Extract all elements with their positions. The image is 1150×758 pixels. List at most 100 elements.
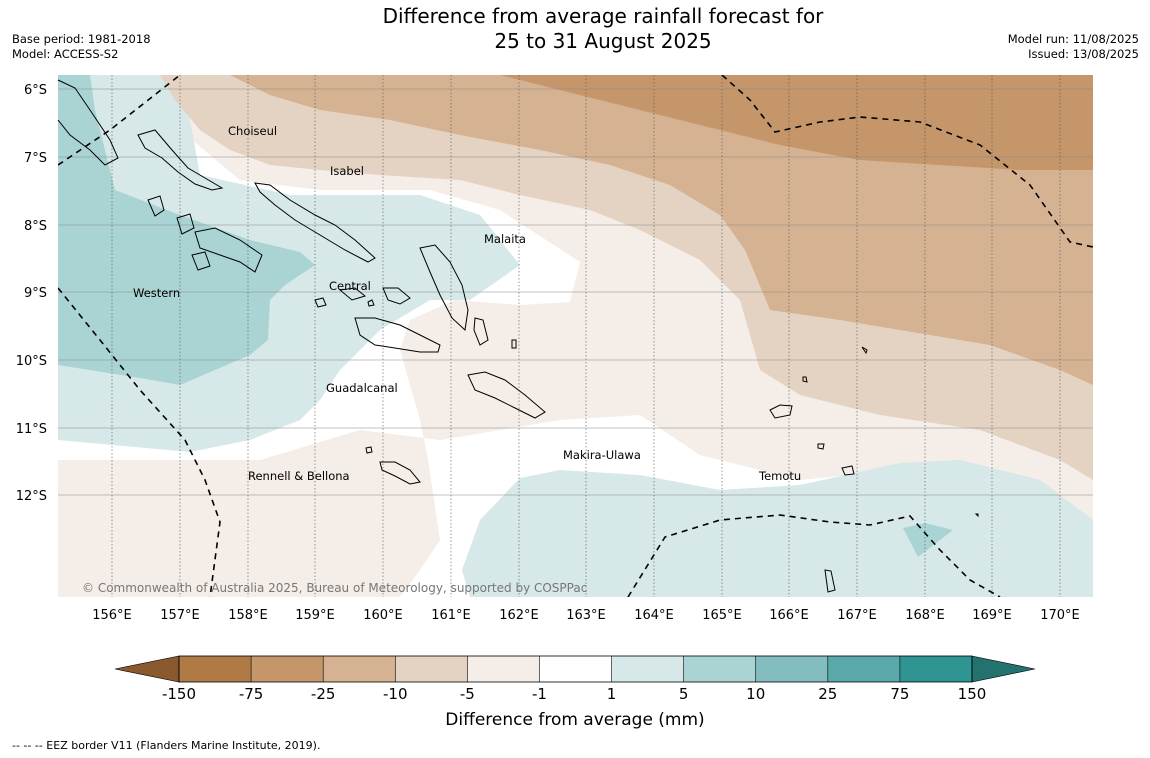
island-savo [367, 299, 375, 307]
island-ulawa [511, 339, 517, 349]
island-anuta [974, 513, 979, 518]
colorbar-tick-label: -25 [311, 685, 336, 703]
island-isabel [254, 182, 376, 263]
province-labels: Choiseul Isabel Malaita Western Central … [133, 124, 801, 483]
lat-label-11s: 11°S [16, 422, 47, 437]
lon-label-156e: 156°E [92, 608, 132, 623]
issued-date: Issued: 13/08/2025 [1028, 47, 1139, 61]
label-guadalcanal: Guadalcanal [326, 381, 398, 395]
colorbar-tick-label: -75 [239, 685, 264, 703]
model-run-date: Model run: 11/08/2025 [1007, 32, 1139, 46]
label-malaita: Malaita [484, 232, 526, 246]
eez-border-west [58, 75, 181, 166]
island-florida [338, 287, 367, 301]
island-malaita [419, 244, 469, 332]
label-temotu: Temotu [758, 469, 801, 483]
copyright-text: © Commonwealth of Australia 2025, Bureau… [82, 581, 587, 595]
colorbar-cells [179, 656, 973, 682]
island-reef [802, 376, 808, 383]
island-vanuatu-north [824, 569, 836, 593]
lat-label-8s: 8°S [24, 219, 47, 234]
colorbar-cell [251, 656, 324, 682]
island-new-georgia [194, 227, 263, 273]
title-line-1: Difference from average rainfall forecas… [382, 4, 824, 28]
island-small-malaita [473, 317, 489, 346]
lon-label-160e: 160°E [363, 608, 403, 623]
islands [57, 79, 979, 593]
island-guadalcanal [354, 317, 441, 353]
colorbar-tick-label: 75 [890, 685, 909, 703]
island-nendo [769, 404, 793, 419]
island-bougainville [57, 79, 119, 166]
island-sikaiana [861, 346, 868, 355]
island-rennell [379, 461, 421, 485]
lat-label-10s: 10°S [16, 354, 47, 369]
model-info: Base period: 1981-2018 Model: ACCESS-S2 [12, 32, 151, 62]
colorbar-tick-label: -150 [162, 685, 196, 703]
zone-minus75-minus25 [500, 75, 1093, 170]
lon-label-166e: 166°E [769, 608, 809, 623]
lon-label-164e: 164°E [634, 608, 674, 623]
island-makira [467, 371, 546, 419]
island-choiseul [137, 129, 224, 191]
island-vella-lavella [147, 195, 165, 217]
lon-label-159e: 159°E [295, 608, 335, 623]
lat-labels: 6°S 7°S 8°S 9°S 10°S 11°S 12°S [16, 83, 47, 504]
colorbar-tick-label: -5 [460, 685, 475, 703]
lat-label-9s: 9°S [24, 286, 47, 301]
title-line-2: 25 to 31 August 2025 [494, 29, 712, 53]
graticule [58, 75, 1093, 597]
colorbar-tick-label: 25 [818, 685, 837, 703]
zone-5-10-west [58, 75, 315, 385]
lon-label-170e: 170°E [1040, 608, 1080, 623]
label-isabel: Isabel [330, 164, 364, 178]
colorbar-cell [395, 656, 468, 682]
run-info: Model run: 11/08/2025 Issued: 13/08/2025 [1008, 32, 1139, 62]
colorbar-cell [827, 656, 901, 682]
colorbar-cell [323, 656, 396, 682]
lat-label-6s: 6°S [24, 83, 47, 98]
colorbar-tick-label: 150 [958, 685, 987, 703]
colorbar-cell [611, 656, 685, 682]
island-kolombangara [176, 213, 195, 235]
colorbar-cell [179, 656, 252, 682]
lon-label-167e: 167°E [837, 608, 877, 623]
lon-label-163e: 163°E [566, 608, 606, 623]
lon-label-169e: 169°E [972, 608, 1012, 623]
colorbar-cell [899, 656, 973, 682]
base-period: Base period: 1981-2018 [12, 32, 151, 46]
lat-label-12s: 12°S [16, 489, 47, 504]
eez-border-southeast [627, 514, 1001, 597]
map-title: Difference from average rainfall forecas… [0, 4, 1150, 54]
island-vanikoro [841, 465, 855, 476]
colorbar-cell [683, 656, 757, 682]
colorbar-tick-label: 1 [607, 685, 617, 703]
colorbar-cell [539, 656, 613, 682]
colorbar-cell [467, 656, 540, 682]
colorbar-extend-high [971, 655, 1036, 683]
lon-label-161e: 161°E [431, 608, 471, 623]
colorbar: -150 -75 -25 -10 -5 -1 1 5 10 25 75 150 Difference … [114, 655, 1036, 730]
colorbar-tick-label: -1 [532, 685, 547, 703]
zone-5-10-patch [903, 523, 953, 557]
island-bellona [365, 446, 373, 454]
island-russell [314, 297, 327, 308]
colorbar-tick-label: 10 [746, 685, 765, 703]
label-western: Western [133, 286, 180, 300]
eez-border-northeast [721, 75, 1093, 248]
lon-label-157e: 157°E [160, 608, 200, 623]
label-central: Central [329, 279, 371, 293]
label-choiseul: Choiseul [228, 124, 277, 138]
island-utupua [817, 443, 825, 450]
lon-labels: 156°E 157°E 158°E 159°E 160°E 161°E 162°… [92, 608, 1080, 623]
colorbar-extend-low [114, 655, 180, 683]
lon-label-158e: 158°E [228, 608, 268, 623]
label-makira-ulawa: Makira-Ulawa [563, 448, 641, 462]
island-rendova [191, 251, 211, 271]
colorbar-ticks: -150 -75 -25 -10 -5 -1 1 5 10 25 75 150 [162, 656, 986, 703]
colorbar-tick-label: 5 [679, 685, 689, 703]
label-rennell-bellona: Rennell & Bellona [248, 469, 350, 483]
lon-label-162e: 162°E [499, 608, 539, 623]
island-ngella [382, 287, 411, 305]
